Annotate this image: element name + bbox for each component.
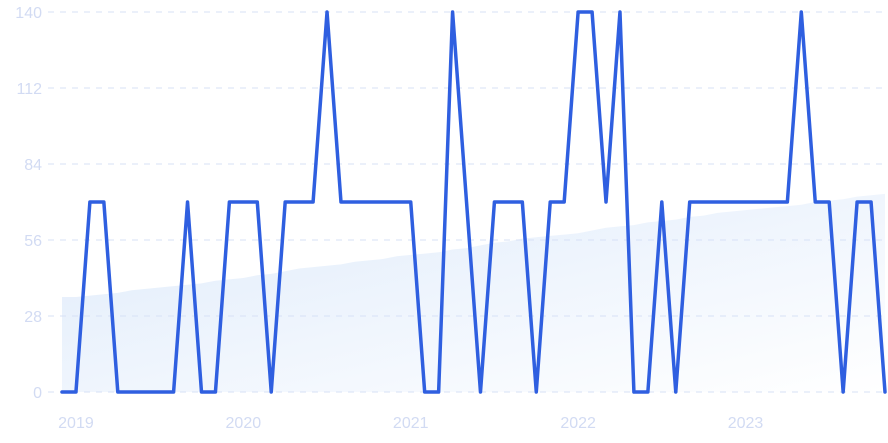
x-tick-label: 2019: [58, 415, 94, 432]
x-tick-label: 2020: [226, 415, 262, 432]
y-tick-label: 0: [33, 385, 42, 402]
y-tick-label: 84: [24, 157, 42, 174]
x-tick-label: 2022: [560, 415, 596, 432]
line-series: [60, 10, 887, 394]
y-tick-label: 140: [15, 5, 42, 22]
x-tick-label: 2023: [728, 415, 764, 432]
y-tick-label: 28: [24, 309, 42, 326]
x-tick-label: 2021: [393, 415, 429, 432]
y-tick-label: 112: [16, 81, 42, 98]
y-tick-label: 56: [24, 233, 42, 250]
